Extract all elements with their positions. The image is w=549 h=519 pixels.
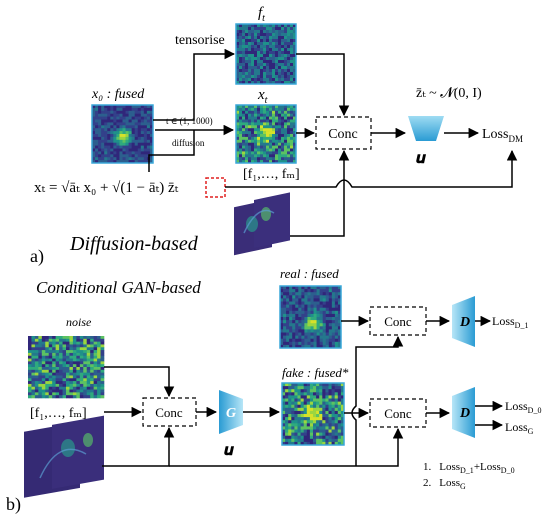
diffusion-label: diffusion [172,138,205,148]
loss-dm-label: LossDM [482,127,523,144]
tensorise-arrow [153,48,236,121]
section-title-b: Conditional GAN-based [36,278,201,297]
loss-d1-label: LossD_1 [492,314,528,330]
generator-module [219,390,243,434]
t-range-label: t ∈ (1, 1000) [166,116,213,126]
conc-box-b2 [369,306,427,336]
ft-label: ft [258,5,265,24]
objective-1: 1. LossD_1+LossD_0 [423,461,515,475]
fake-label: fake : fused* [282,365,349,380]
generator-label: G [226,406,236,421]
xt-heatmap [235,104,297,164]
real-heatmap [279,285,342,349]
conc-label-b2: Conc [384,314,412,329]
discriminator-label-top: D [459,315,470,330]
noise-heatmap [28,336,105,399]
discriminator-label-bottom: D [459,406,470,421]
conc-label-b1: Conc [155,405,183,420]
loss-g-label: LossG [505,420,534,436]
tensorise-label: tensorise [175,33,225,48]
noise-to-loss-arrow [225,149,518,188]
features-to-conc-b2-arrow [351,335,404,466]
features-to-conc-arrow [290,149,350,237]
features-label-b: [f₁,…, fₘ] [30,406,87,421]
ft-heatmap [235,23,297,85]
feature-stack-a [234,192,290,256]
noise-to-conc-arrow [104,366,175,398]
noise-highlight-box [205,177,226,198]
discriminator-top [452,296,475,347]
noise-label: noise [66,315,92,329]
conc-box-b1 [142,397,197,427]
x0-heatmap [91,104,154,164]
formula-to-diffusion-line [148,130,195,172]
unet-label-a: 𝒖 [416,150,427,167]
panel-label-a: a) [30,246,44,267]
loss-d0-label: LossD_0 [505,399,541,415]
conc-label-b3: Conc [384,406,412,421]
discriminator-bottom [452,387,475,438]
objective-2: 2. LossG [423,477,466,491]
conc-box-b3 [369,398,427,428]
features-cond-arrow-b1 [102,426,175,467]
unet-module-a [408,116,444,141]
real-label: real : fused [280,266,339,281]
fake-heatmap [281,382,345,446]
conc-box-a [315,116,372,150]
panel-label-b: b) [6,494,21,515]
section-title-a: Diffusion-based [69,233,199,255]
ft-to-conc-arrow [296,53,350,117]
unet-label-b: 𝒖 [224,442,235,459]
features-label-a: [f₁,…, fₘ] [243,167,300,182]
noise-dist-label: z̄ₜ ~ 𝓝(0, I) [416,86,482,101]
feature-stack-b [24,415,104,498]
formula-text: xₜ = √āₜ x₀ + √(1 − āₜ) z̄ₜ [34,180,179,196]
conc-label-a: Conc [328,127,358,142]
features-to-conc-b3-arrow [169,427,404,467]
x0-label: x₀ : fused [91,87,145,102]
xt-label: xt [257,87,268,106]
